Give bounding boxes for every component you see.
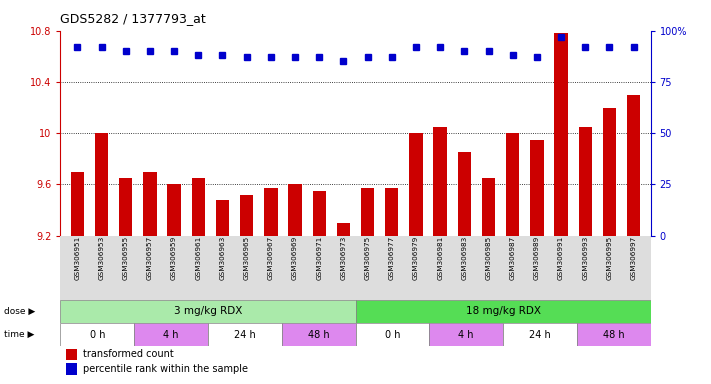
Bar (579, 127, 592, 235)
Text: 48 h: 48 h (603, 330, 624, 340)
Bar (66, 364, 77, 375)
Text: 24 h: 24 h (234, 330, 256, 340)
Text: 4 h: 4 h (459, 330, 474, 340)
Text: 0 h: 0 h (90, 330, 105, 340)
Bar (356, 300, 651, 323)
Bar (264, 188, 277, 235)
Text: time ▶: time ▶ (4, 330, 34, 339)
Bar (208, 323, 282, 346)
Bar (429, 323, 503, 346)
Bar (482, 178, 495, 235)
Bar (410, 133, 422, 235)
Bar (603, 108, 616, 235)
Text: 4 h: 4 h (164, 330, 179, 340)
Bar (95, 133, 108, 235)
Text: 48 h: 48 h (308, 330, 329, 340)
Bar (313, 191, 326, 235)
Bar (503, 323, 577, 346)
Bar (356, 323, 429, 346)
Bar (627, 95, 641, 235)
Text: 18 mg/kg RDX: 18 mg/kg RDX (466, 306, 540, 316)
Text: GDS5282 / 1377793_at: GDS5282 / 1377793_at (60, 12, 206, 25)
Text: 0 h: 0 h (385, 330, 400, 340)
Bar (458, 152, 471, 235)
Bar (66, 349, 77, 360)
Bar (506, 133, 519, 235)
Text: dose ▶: dose ▶ (4, 307, 35, 316)
Text: 24 h: 24 h (529, 330, 551, 340)
Bar (289, 184, 301, 235)
Bar (434, 127, 447, 235)
Bar (119, 178, 132, 235)
Bar (134, 323, 208, 346)
Bar (577, 323, 651, 346)
Bar (70, 172, 84, 235)
Text: transformed count: transformed count (83, 349, 173, 359)
Bar (168, 184, 181, 235)
Bar (337, 223, 350, 235)
Bar (530, 139, 543, 235)
Bar (192, 178, 205, 235)
Bar (361, 188, 374, 235)
Text: 3 mg/kg RDX: 3 mg/kg RDX (173, 306, 242, 316)
Bar (144, 172, 156, 235)
Bar (60, 300, 356, 323)
Bar (385, 188, 398, 235)
Bar (555, 33, 567, 235)
Text: percentile rank within the sample: percentile rank within the sample (83, 364, 248, 374)
Bar (216, 200, 229, 235)
Bar (282, 323, 356, 346)
Bar (60, 323, 134, 346)
Bar (240, 195, 253, 235)
